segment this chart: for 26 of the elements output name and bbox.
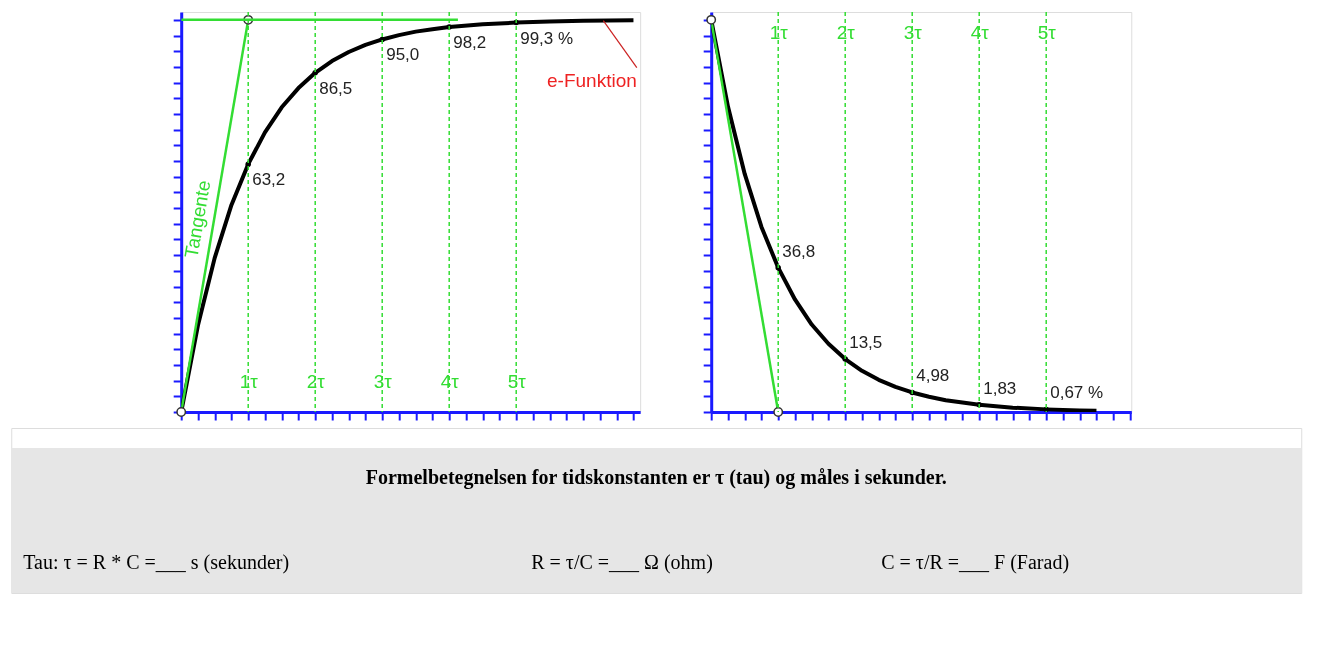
x-tick-label: 3τ — [903, 21, 923, 43]
x-tick-label: 4τ — [440, 370, 460, 392]
data-label: 1,83 — [983, 378, 1017, 398]
data-label: 86,5 — [319, 78, 353, 98]
annotation: e-Funktion — [547, 69, 637, 91]
x-tick-label: 5τ — [507, 370, 527, 392]
data-label: 4,98 — [916, 366, 950, 386]
text: Formelbetegnelsen for tidskonstanten er τ (tau) og måles i sekunder. — [365, 466, 947, 489]
x-tick-label: 1τ — [769, 21, 789, 43]
x-tick-label: 1τ — [239, 370, 259, 392]
x-tick-label: 5τ — [1037, 21, 1057, 43]
x-tick-label: 2τ — [306, 370, 326, 392]
data-label: 36,8 — [782, 241, 816, 261]
text: Tangente — [180, 178, 215, 260]
data-label: 98,2 — [453, 32, 487, 52]
x-tick-label: 4τ — [970, 21, 990, 43]
data-label: 99,3 % — [520, 28, 574, 48]
text: Tau: τ = R * C =___ s (sekunder) — [23, 551, 290, 574]
x-tick-label: 3τ — [373, 370, 393, 392]
data-label: 13,5 — [849, 333, 883, 353]
data-label: 95,0 — [386, 45, 420, 65]
x-tick-label: 2τ — [836, 21, 856, 43]
data-label: 0,67 % — [1050, 383, 1104, 403]
data-label: 63,2 — [252, 170, 286, 190]
text: C = τ/R =___ F (Farad) — [881, 551, 1070, 574]
text: R = τ/C =___ Ω (ohm) — [531, 551, 713, 574]
